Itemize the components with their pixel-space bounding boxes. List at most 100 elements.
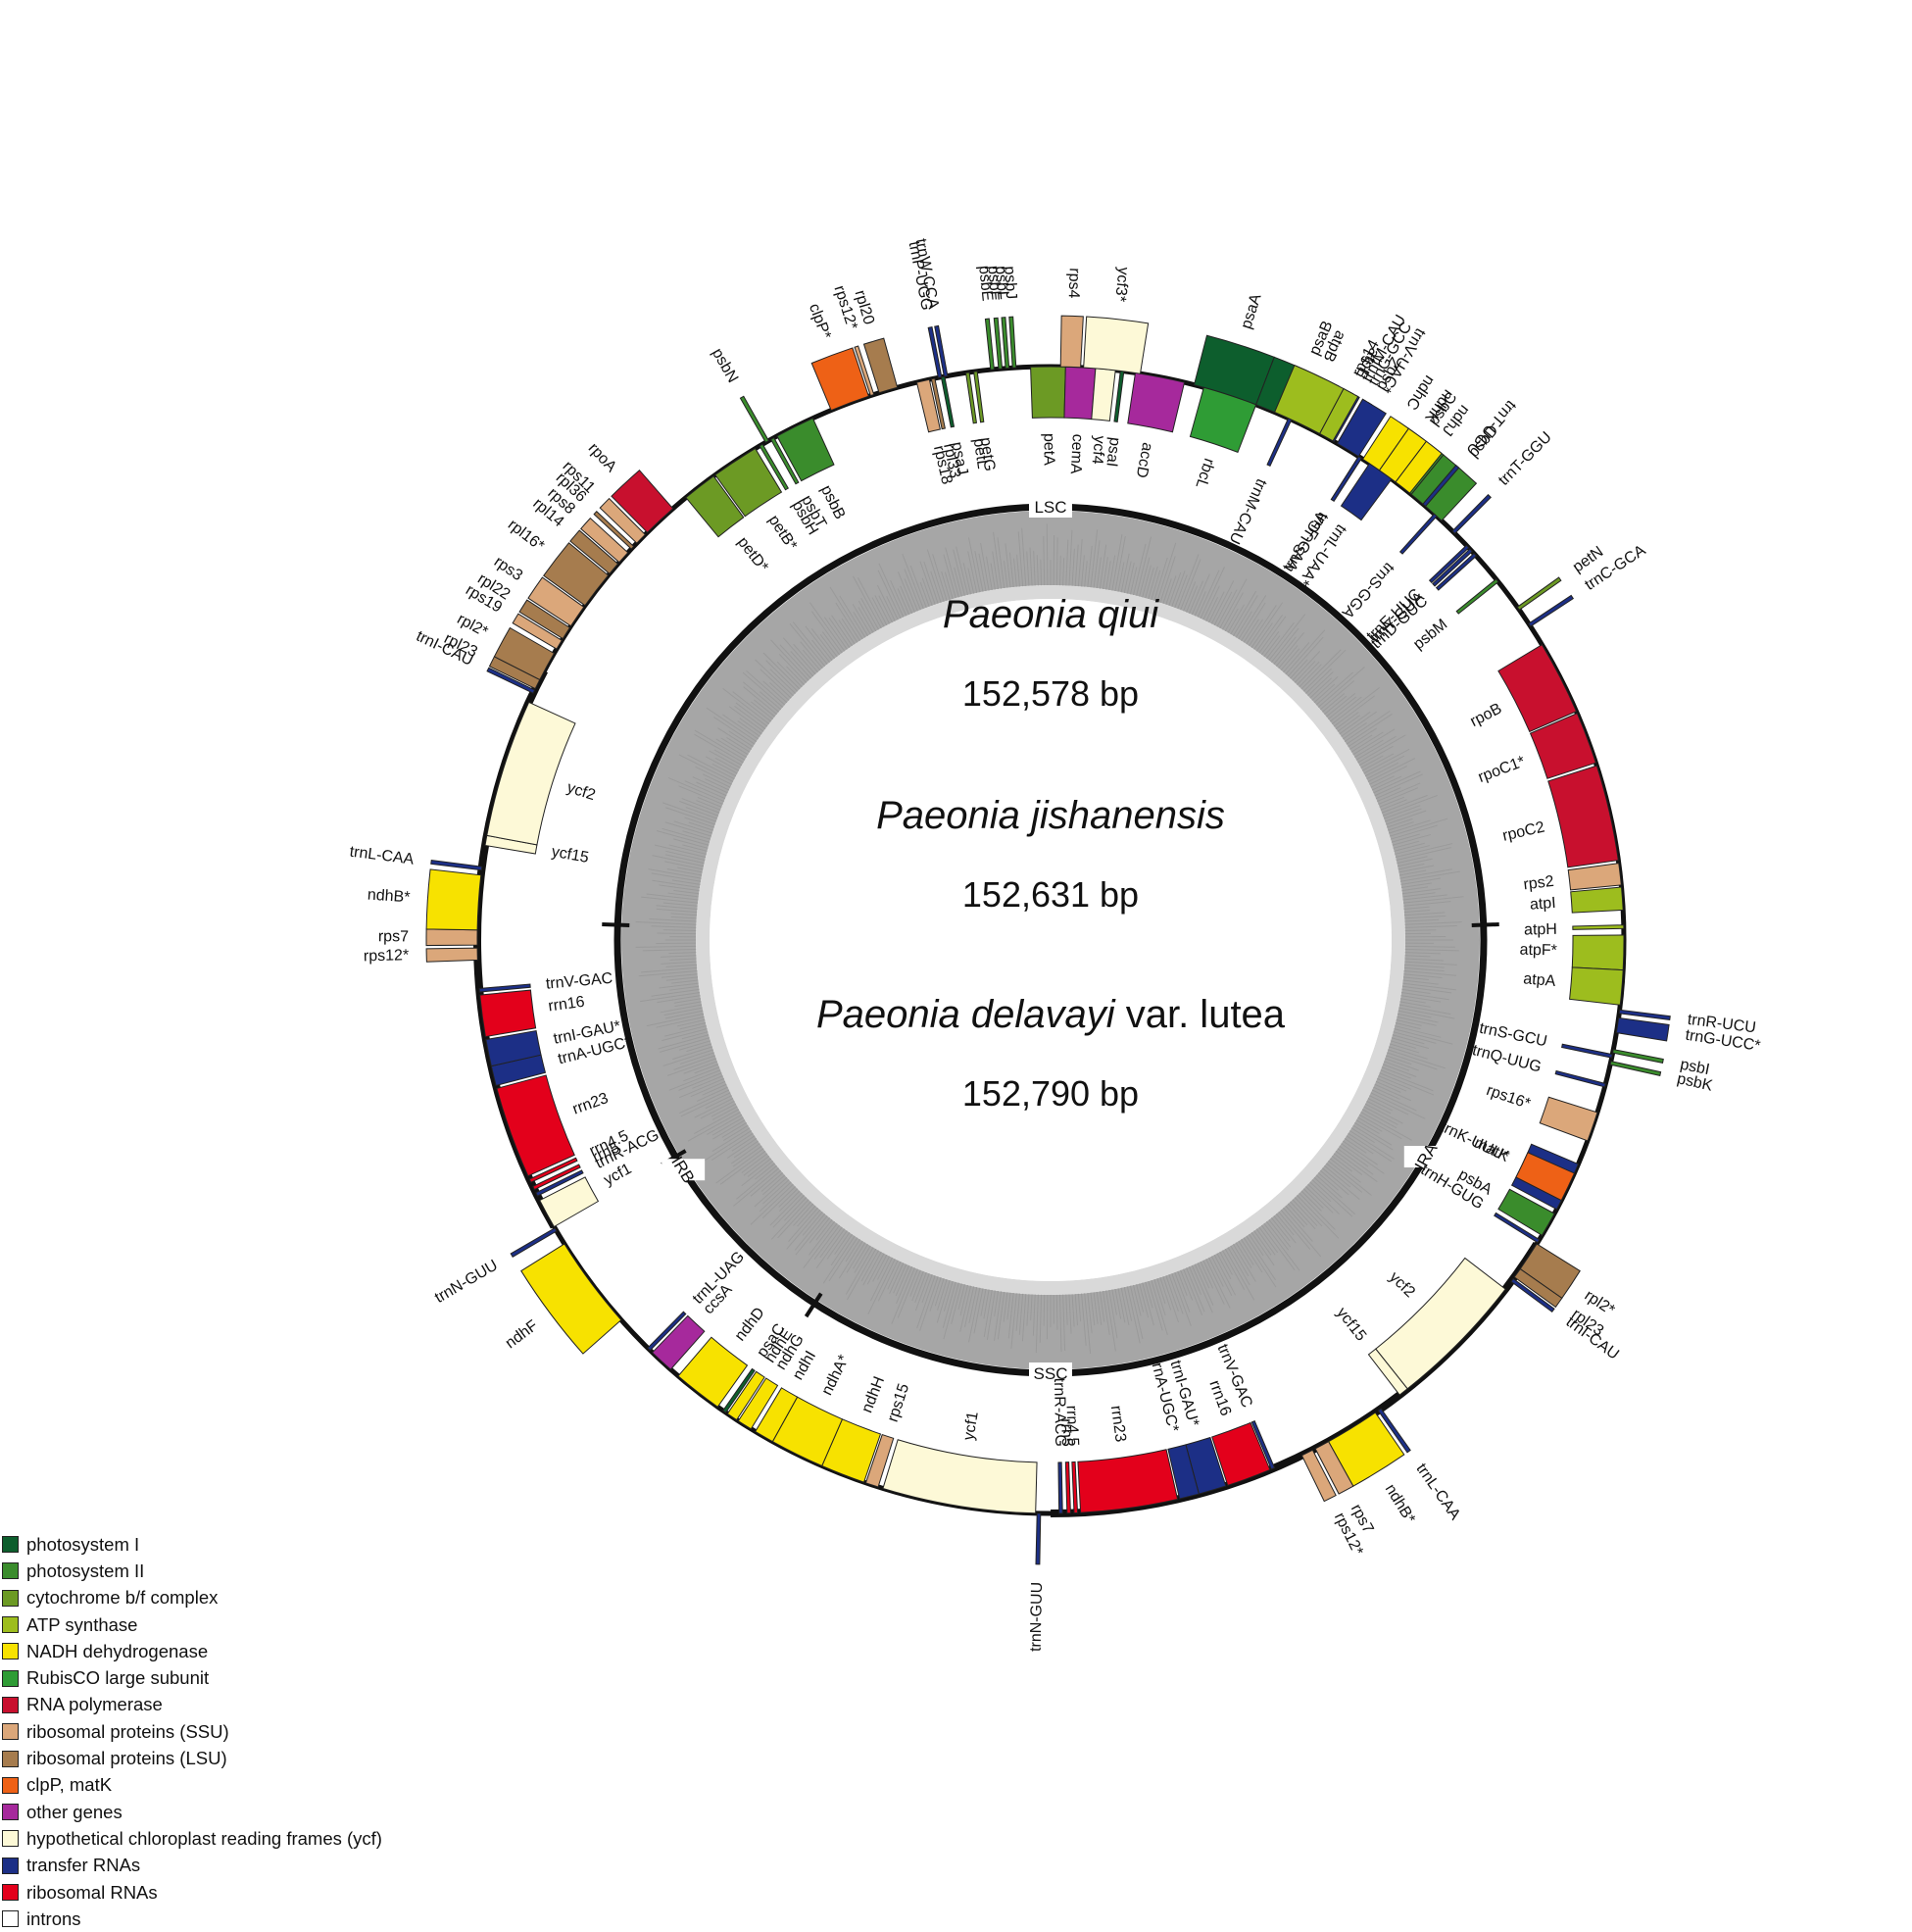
gene-rrn23: [1077, 1449, 1179, 1513]
gc-tick: [1401, 985, 1452, 994]
gc-tick: [733, 1140, 759, 1159]
gc-tick: [662, 902, 698, 907]
species-3-name-var: var. lutea: [1115, 993, 1286, 1036]
gc-tick: [911, 1270, 924, 1302]
gc-tick: [696, 1086, 728, 1102]
species-3-size: 152,790 bp: [962, 1073, 1139, 1114]
gc-tick: [1370, 775, 1396, 788]
gc-tick: [1299, 664, 1322, 688]
gc-tick: [1003, 561, 1008, 588]
gc-tick: [1263, 635, 1281, 658]
gc-tick: [1246, 1235, 1276, 1281]
gc-tick: [1129, 1285, 1144, 1340]
gc-tick: [1377, 782, 1421, 803]
gene-rps15: [864, 1433, 895, 1488]
gene-psbl: [1001, 317, 1010, 370]
gene-ycf1: [539, 1176, 600, 1228]
gc-tick: [1311, 1179, 1353, 1217]
gc-tick: [1087, 1292, 1093, 1334]
gc-tick: [1309, 677, 1332, 699]
gc-tick: [1058, 555, 1061, 586]
gene-rrn23: [496, 1074, 575, 1177]
gene-petd: [685, 475, 745, 538]
gc-tick: [1273, 1215, 1297, 1244]
gc-tick: [769, 681, 790, 701]
gc-tick: [1404, 952, 1441, 955]
gc-tick: [1168, 1274, 1184, 1314]
gc-tick: [1397, 1013, 1439, 1023]
gc-tick: [819, 634, 838, 658]
gc-tick: [1015, 1293, 1020, 1331]
gene-trnh-gug: [1494, 1212, 1541, 1244]
gc-tick: [1222, 592, 1244, 630]
gc-tick: [1329, 696, 1362, 722]
gene-label: psbM: [1410, 617, 1450, 654]
gc-tick: [1235, 1242, 1252, 1268]
gc-tick: [800, 641, 823, 669]
gc-tick: [699, 1130, 752, 1164]
gc-tick: [747, 1158, 772, 1177]
gene-trnc-gca: [1528, 594, 1575, 627]
gene-label: trnM-CAU: [1225, 476, 1269, 547]
gc-tick: [715, 738, 747, 758]
gc-tick: [841, 618, 858, 643]
gc-tick: [1103, 1290, 1110, 1336]
gc-tick: [762, 1179, 790, 1205]
gc-tick: [1153, 557, 1168, 601]
gc-tick: [1390, 824, 1438, 840]
gc-tick: [1333, 695, 1376, 727]
gene-rpl36: [593, 511, 635, 550]
gc-tick: [1307, 671, 1334, 697]
gc-tick: [1021, 1294, 1027, 1342]
gc-tick: [891, 1267, 915, 1324]
gc-tick: [1111, 1289, 1117, 1315]
gc-tick: [1250, 602, 1284, 648]
gene-label: trnT-UGU: [1462, 397, 1519, 459]
gene-rpl23: [1513, 1267, 1563, 1309]
region-label-bg: [1029, 496, 1072, 518]
gc-tick: [790, 651, 814, 677]
gene-label: ycf15: [1333, 1305, 1369, 1345]
gc-tick: [1216, 1253, 1232, 1279]
gc-tick: [1238, 1240, 1254, 1265]
gc-tick: [741, 1153, 768, 1173]
region-label-bg: [1029, 1362, 1072, 1384]
gc-tick: [772, 1195, 805, 1228]
gc-tick: [956, 546, 968, 596]
gene-label: rbcL: [1192, 456, 1217, 490]
gc-tick: [742, 671, 784, 708]
gc-tick: [726, 1138, 758, 1159]
gc-tick: [1374, 1083, 1411, 1102]
gene-rpl2: [493, 626, 556, 681]
gc-tick: [1349, 1130, 1395, 1160]
gene-psbn: [739, 395, 770, 444]
species-2-name: Paeonia jishanensis: [876, 794, 1225, 837]
gc-tick: [805, 625, 833, 662]
gc-tick: [1006, 1292, 1011, 1320]
gene-atph: [1572, 924, 1625, 930]
gc-tick: [782, 637, 816, 675]
legend-label: hypothetical chloroplast reading frames …: [26, 1827, 382, 1849]
gc-tick: [1398, 869, 1427, 876]
gc-tick: [822, 1235, 856, 1284]
gc-tick: [1275, 631, 1304, 667]
gc-tick: [886, 596, 899, 620]
gc-tick: [669, 958, 697, 961]
gc-tick: [1139, 1283, 1150, 1318]
gc-tick: [997, 1291, 1005, 1340]
legend-label: ribosomal proteins (LSU): [26, 1748, 227, 1769]
gc-tick: [1379, 796, 1405, 808]
gc-tick: [1390, 1043, 1420, 1054]
gc-tick: [1294, 1197, 1323, 1227]
gc-tick: [1324, 695, 1348, 716]
gc-tick: [858, 607, 874, 633]
gc-tick: [656, 1016, 705, 1028]
gc-tick: [692, 1075, 723, 1089]
gc-tick: [1255, 1228, 1276, 1256]
gc-tick: [909, 565, 927, 609]
gc-tick: [862, 1251, 882, 1286]
gc-tick: [1395, 843, 1453, 858]
gc-tick: [673, 889, 700, 895]
legend-item: transfer RNAs: [2, 1853, 382, 1879]
gc-tick: [711, 763, 737, 777]
